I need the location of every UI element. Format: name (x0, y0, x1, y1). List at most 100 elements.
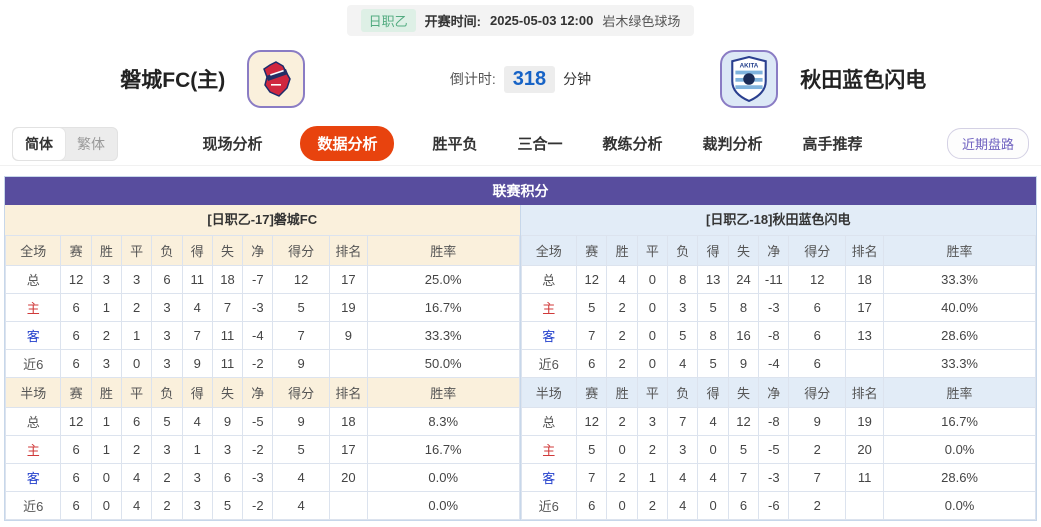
stat-cell: 20 (328, 463, 368, 492)
table-row: 近6 6 2 0 4 5 9 -4 6 33.3% (520, 349, 1036, 378)
stat-cell: 1 (90, 293, 123, 322)
stat-cell: 2 (606, 293, 638, 322)
column-header: 失 (727, 235, 760, 266)
tab-live-analysis[interactable]: 现场分析 (202, 136, 263, 153)
stat-cell: 3 (90, 349, 123, 378)
column-header: 排名 (845, 235, 885, 266)
language-toggle[interactable]: 简体 繁体 (12, 126, 118, 161)
stat-cell: 8 (667, 265, 699, 294)
stat-cell: 4 (272, 463, 330, 492)
stat-cell (328, 349, 368, 378)
tab-three-in-one[interactable]: 三合一 (517, 136, 563, 153)
stat-cell: -11 (758, 265, 790, 294)
stat-cell: 2 (606, 349, 638, 378)
stat-cell: 0 (636, 265, 669, 294)
stat-cell: 0 (636, 349, 669, 378)
svg-text:AKITA: AKITA (740, 63, 759, 70)
stat-cell: 9 (328, 321, 368, 350)
stat-cell: 3 (121, 265, 153, 294)
column-header: 赛 (576, 377, 608, 408)
stat-cell: 3 (667, 435, 699, 464)
column-header: 净 (758, 235, 790, 266)
column-header: 得 (697, 377, 729, 408)
stat-cell: -4 (242, 321, 274, 350)
stat-cell: 3 (90, 265, 123, 294)
stat-cell: 8.3% (366, 407, 520, 436)
stat-cell: -3 (242, 293, 274, 322)
stat-cell: 24 (727, 265, 760, 294)
stat-cell: -5 (758, 435, 790, 464)
column-header: 胜 (606, 377, 638, 408)
stat-cell: 9 (788, 407, 847, 436)
stat-cell: -3 (242, 463, 274, 492)
stat-cell: 3 (151, 435, 183, 464)
table-row: 主 6 1 2 3 4 7 -3 5 19 16.7% (4, 293, 520, 322)
stat-cell: 5 (576, 435, 608, 464)
stat-cell: 28.6% (883, 321, 1036, 350)
stat-cell: 9 (272, 407, 330, 436)
stat-cell: 5 (697, 349, 729, 378)
stat-cell: 1 (181, 435, 213, 464)
stat-cell: -4 (758, 349, 790, 378)
tab-expert-picks[interactable]: 高手推荐 (802, 136, 863, 153)
stat-cell: 12 (576, 265, 608, 294)
tab-data-analysis[interactable]: 数据分析 (300, 126, 395, 161)
stat-cell (328, 491, 368, 520)
match-header: 磐城FC(主) 倒计时: 318 分钟 AKITA 秋田蓝色闪电 (0, 36, 1041, 122)
stat-cell: 11 (181, 265, 213, 294)
stat-cell: 16 (727, 321, 760, 350)
home-team-logo (247, 50, 306, 108)
stat-cell: 12 (727, 407, 760, 436)
tab-coach-analysis[interactable]: 教练分析 (602, 136, 663, 153)
countdown-value: 318 (503, 65, 556, 93)
stat-cell: 16.7% (883, 407, 1036, 436)
stat-cell: 6 (576, 491, 608, 520)
recent-handicap-button[interactable]: 近期盘路 (946, 128, 1029, 159)
table-row: 主 5 0 2 3 0 5 -5 2 20 0.0% (520, 435, 1036, 464)
table-row: 近6 6 3 0 3 9 11 -2 9 50.0% (4, 349, 520, 378)
row-label: 主 (4, 293, 62, 322)
stat-cell: -2 (242, 435, 274, 464)
tab-referee-analysis[interactable]: 裁判分析 (702, 136, 763, 153)
column-header: 全场 (520, 235, 578, 266)
stat-cell: 2 (788, 435, 847, 464)
column-header: 赛 (576, 235, 608, 266)
panel-title: 联赛积分 (5, 177, 1036, 205)
stat-cell: 0.0% (883, 491, 1036, 520)
stat-cell: 33.3% (883, 349, 1036, 378)
tab-win-draw-lose[interactable]: 胜平负 (432, 136, 478, 153)
row-label: 总 (4, 265, 62, 294)
stat-cell: 6 (121, 407, 153, 436)
stat-cell: 2 (636, 491, 669, 520)
match-info-strip: 日职乙 开赛时间: 2025-05-03 12:00 岩木绿色球场 (346, 5, 695, 36)
stat-cell: 7 (576, 321, 608, 350)
column-header: 失 (211, 235, 244, 266)
stat-cell: 1 (121, 321, 153, 350)
table-row: 客 7 2 0 5 8 16 -8 6 13 28.6% (520, 321, 1036, 350)
home-team-name: 磐城FC(主) (120, 69, 226, 92)
table-row: 总 12 3 3 6 11 18 -7 12 17 25.0% (4, 265, 520, 294)
table-row: 近6 6 0 2 4 0 6 -6 2 0.0% (520, 491, 1036, 520)
stat-cell: 8 (697, 321, 729, 350)
lang-simplified[interactable]: 简体 (13, 127, 65, 160)
stat-cell: 9 (211, 407, 244, 436)
stat-cell: 3 (636, 407, 669, 436)
stat-cell: 17 (328, 435, 368, 464)
stat-cell: 12 (272, 265, 330, 294)
stat-cell: 4 (667, 349, 699, 378)
stat-cell: 19 (845, 407, 885, 436)
stat-cell: 0 (90, 463, 123, 492)
header-row: 全场赛胜平负得失净得分 排名 胜率 (4, 235, 520, 266)
stat-cell: 3 (151, 321, 183, 350)
stat-cell: 2 (606, 321, 638, 350)
stat-cell: 7 (727, 463, 760, 492)
column-header: 赛 (60, 377, 92, 408)
column-header: 胜 (90, 235, 123, 266)
stat-cell: 6 (788, 349, 847, 378)
countdown-label: 倒计时: (449, 71, 496, 87)
league-badge: 日职乙 (360, 9, 416, 32)
stat-cell: -3 (758, 463, 790, 492)
stats-table: 全场赛胜平负得失净得分 排名 胜率总 12 4 0 8 13 24 -11 12 18 33.3% 主 5 2… (520, 235, 1037, 520)
stat-cell (845, 349, 885, 378)
lang-traditional[interactable]: 繁体 (77, 135, 105, 152)
